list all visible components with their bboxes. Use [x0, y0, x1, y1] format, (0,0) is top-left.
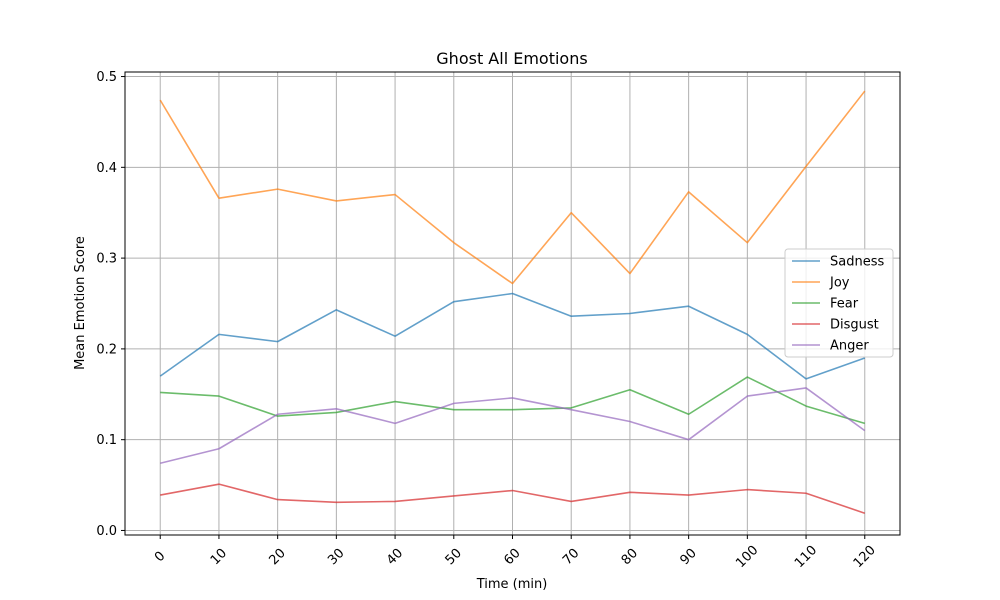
- x-axis: 0 10 20 30 40 50 60 70 80 90 100 110 120: [152, 535, 879, 571]
- legend-box: [784, 248, 894, 358]
- x-tick-label: 100: [733, 543, 761, 571]
- series-line-joy: [159, 90, 866, 285]
- x-tick-label: 30: [325, 546, 347, 568]
- x-tick-label: 40: [384, 546, 406, 568]
- series-lines: [159, 90, 866, 514]
- chart-title: Ghost All Emotions: [436, 49, 587, 68]
- y-axis-label: Mean Emotion Score: [73, 236, 88, 370]
- x-tick-label: 50: [443, 546, 465, 568]
- x-tick-label: 60: [501, 546, 523, 568]
- x-tick-label: 80: [619, 546, 641, 568]
- x-tick-label: 10: [208, 546, 230, 568]
- legend-label-joy: Joy: [829, 276, 850, 291]
- y-tick-label: 0.2: [96, 342, 117, 357]
- y-tick-label: 0.0: [96, 524, 117, 539]
- y-tick-label: 0.4: [96, 161, 117, 176]
- grid: [125, 72, 900, 535]
- x-tick-label: 90: [677, 546, 699, 568]
- x-tick-label: 20: [266, 546, 288, 568]
- legend-label-disgust: Disgust: [830, 318, 879, 333]
- series-line-fear: [160, 376, 865, 425]
- y-axis: 0.0 0.1 0.2 0.3 0.4 0.5: [96, 70, 125, 539]
- series-line-anger: [160, 387, 866, 465]
- x-tick-label: 0: [152, 549, 168, 565]
- y-tick-label: 0.3: [96, 252, 117, 267]
- series-line-disgust: [160, 483, 866, 514]
- x-tick-label: 110: [792, 543, 820, 571]
- legend: Sadness Joy Fear Disgust Anger: [784, 248, 894, 358]
- legend-label-sadness: Sadness: [830, 255, 884, 270]
- legend-label-anger: Anger: [830, 339, 869, 354]
- series-line-sadness: [159, 292, 866, 380]
- x-tick-label: 120: [851, 543, 879, 571]
- x-tick-label: 70: [560, 546, 582, 568]
- y-tick-label: 0.5: [96, 70, 117, 85]
- legend-label-fear: Fear: [830, 297, 859, 312]
- x-axis-label: Time (min): [476, 577, 548, 592]
- y-tick-label: 0.1: [96, 433, 117, 448]
